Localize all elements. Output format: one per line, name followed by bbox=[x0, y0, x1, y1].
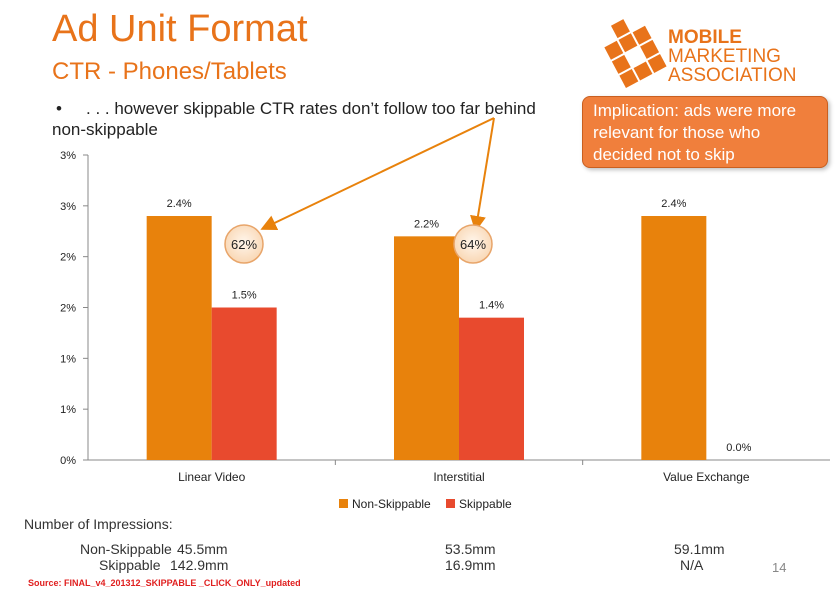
bar-value-label: 2.4% bbox=[167, 198, 192, 210]
badge-62-label: 62% bbox=[231, 237, 257, 252]
source-note: Source: FINAL_v4_201312_SKIPPABLE _CLICK… bbox=[28, 578, 301, 588]
impressions-value: 16.9mm bbox=[445, 557, 496, 573]
y-tick-label: 1% bbox=[60, 404, 76, 416]
x-category-label: Linear Video bbox=[178, 470, 245, 484]
badge-64-label: 64% bbox=[460, 237, 486, 252]
y-tick-label: 1% bbox=[60, 353, 76, 365]
logo-line3: ASSOCIATION bbox=[668, 65, 797, 86]
y-tick-label: 3% bbox=[60, 201, 76, 213]
legend-label-non-skippable: Non-Skippable bbox=[352, 497, 431, 511]
bar-value-label: 1.4% bbox=[479, 300, 504, 312]
chart-legend: Non-Skippable Skippable bbox=[339, 497, 512, 511]
bullet-point: • . . . however skippable CTR rates don’… bbox=[52, 98, 592, 140]
badge-64: 64% bbox=[453, 224, 493, 264]
bullet-text-line1: . . . however skippable CTR rates don’t … bbox=[86, 99, 536, 118]
y-tick-label: 3% bbox=[60, 150, 76, 162]
bar-non-skippable bbox=[394, 236, 459, 460]
bar-non-skippable bbox=[641, 216, 707, 460]
impressions-row-label: Skippable bbox=[99, 557, 161, 573]
y-tick-label: 2% bbox=[60, 303, 76, 315]
badge-62: 62% bbox=[224, 224, 264, 264]
legend-label-skippable: Skippable bbox=[459, 497, 512, 511]
impressions-title: Number of Impressions: bbox=[24, 516, 173, 532]
page-title: Ad Unit Format bbox=[52, 8, 308, 50]
bullet-mark: • bbox=[56, 99, 62, 118]
logo-line2: MARKETING bbox=[668, 46, 781, 67]
arrow-to-64 bbox=[470, 117, 495, 232]
logo-line1: MOBILE bbox=[668, 27, 742, 48]
bullet-text-line2: non-skippable bbox=[52, 120, 158, 139]
page-number: 14 bbox=[772, 560, 787, 575]
impressions-row-label: Non-Skippable bbox=[80, 541, 172, 557]
impressions-value: 59.1mm bbox=[674, 541, 725, 557]
arrow-to-62 bbox=[260, 117, 495, 231]
impressions-value: 142.9mm bbox=[170, 557, 229, 573]
bar-value-label: 2.4% bbox=[661, 198, 686, 210]
implication-callout: Implication: ads were more relevant for … bbox=[582, 96, 828, 168]
impressions-value: 53.5mm bbox=[445, 541, 496, 557]
impressions-value: 45.5mm bbox=[177, 541, 228, 557]
logo-wordmark: MOBILE MARKETING ASSOCIATION bbox=[668, 28, 796, 85]
bar-value-label: 2.2% bbox=[414, 218, 439, 230]
y-tick-label: 2% bbox=[60, 252, 76, 264]
legend-swatch-non-skippable bbox=[339, 499, 348, 508]
legend-swatch-skippable bbox=[446, 499, 455, 508]
bar-skippable bbox=[459, 317, 524, 460]
x-category-label: Interstitial bbox=[433, 470, 484, 484]
bar-value-label: 0.0% bbox=[726, 442, 751, 454]
bar-skippable bbox=[211, 307, 277, 460]
page-subtitle: CTR - Phones/Tablets bbox=[52, 58, 287, 85]
mma-logo-icon bbox=[604, 19, 667, 88]
y-tick-label: 0% bbox=[60, 455, 76, 467]
impressions-value: N/A bbox=[680, 557, 704, 573]
x-category-label: Value Exchange bbox=[663, 470, 750, 484]
bar-non-skippable bbox=[146, 216, 212, 460]
bar-value-label: 1.5% bbox=[232, 290, 257, 302]
